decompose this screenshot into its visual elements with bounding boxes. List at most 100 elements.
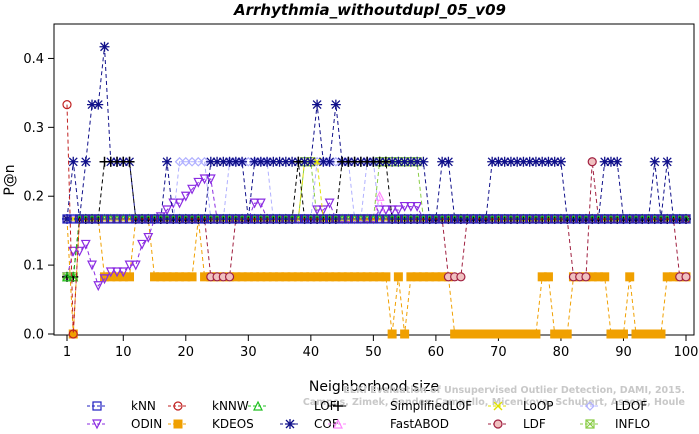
series-knn-marker xyxy=(412,214,422,224)
series-knn-marker xyxy=(331,214,341,224)
series-line-ldof xyxy=(67,161,686,220)
series-odin-marker xyxy=(74,246,85,257)
series-cof-marker xyxy=(418,156,429,167)
legend-fastabod-marker xyxy=(333,418,343,429)
series-cof-marker xyxy=(87,99,98,110)
series-odin-marker xyxy=(374,205,385,216)
series-cof-marker xyxy=(518,156,529,167)
legend-knn-marker xyxy=(92,401,102,411)
series-knn-marker xyxy=(637,214,647,224)
series-knn-marker xyxy=(643,214,654,224)
x-tick-label: 10 xyxy=(115,345,132,360)
series-odin-marker xyxy=(405,201,416,212)
legend-label-inflo: INFLO xyxy=(615,417,650,431)
series-kdeos-marker xyxy=(393,272,403,282)
x-tick-label: 30 xyxy=(240,345,257,360)
series-knn-marker xyxy=(68,214,78,224)
series-cof-marker xyxy=(255,156,266,167)
series-cof-marker xyxy=(280,156,291,167)
series-knn-marker xyxy=(193,214,203,224)
series-odin-marker xyxy=(137,239,148,250)
series-knn-marker xyxy=(93,214,103,224)
series-cof-marker xyxy=(443,156,454,167)
series-kdeos-marker xyxy=(531,329,541,339)
series-odin-marker xyxy=(324,198,335,209)
series-cof-marker xyxy=(262,156,273,167)
series-knn-marker xyxy=(356,214,366,224)
legend-item-inflo: INFLO xyxy=(580,417,650,431)
legend-item-knnw: kNNW xyxy=(168,399,249,413)
series-knn-marker xyxy=(293,214,303,224)
series-line-knnw xyxy=(66,104,686,335)
series-ldf-marker xyxy=(456,272,466,282)
chart-title: Arrhythmia_withoutdupl_05_v09 xyxy=(233,1,506,19)
series-knn-marker xyxy=(656,214,666,224)
legend-cof-marker xyxy=(285,419,295,429)
legend-label-cof: COF xyxy=(314,417,339,431)
series-knn-marker xyxy=(131,214,141,224)
series-knn-marker xyxy=(618,214,629,224)
series-knn-marker xyxy=(593,214,604,224)
series-knn-marker xyxy=(368,214,378,224)
legend-item-ldof: LDOF xyxy=(580,399,647,413)
series-knn-marker xyxy=(512,214,522,224)
series-knn-marker xyxy=(124,214,135,224)
series-kdeos-marker xyxy=(618,329,628,339)
series-knn-marker xyxy=(224,214,235,224)
series-knn-marker xyxy=(149,214,160,224)
series-knn-marker xyxy=(393,214,403,224)
series-odin-marker xyxy=(399,201,410,212)
series-kdeos-marker xyxy=(381,272,391,282)
series-kdeos-marker xyxy=(187,272,197,282)
legend-item-fastabod: FastABOD xyxy=(328,417,449,431)
series-kdeos-marker xyxy=(656,329,666,339)
series-line-fastabod xyxy=(67,194,686,220)
series-odin-marker xyxy=(174,198,185,209)
series-knn-marker xyxy=(506,214,516,224)
y-tick-label: 0.3 xyxy=(23,121,44,136)
series-kdeos-marker xyxy=(543,272,553,282)
series-cof-marker xyxy=(537,156,548,167)
series-knn-marker xyxy=(531,214,541,224)
series-odin-marker xyxy=(130,260,141,271)
series-cof-marker xyxy=(524,156,535,167)
series-knn-marker xyxy=(62,214,72,224)
series-cof-marker xyxy=(605,156,616,167)
series-knn-marker xyxy=(343,214,353,224)
series-knn-marker xyxy=(425,214,435,224)
series-knn-marker xyxy=(543,214,554,224)
series-knn-marker xyxy=(606,214,616,224)
series-knn-marker xyxy=(406,214,416,224)
legend-label-fastabod: FastABOD xyxy=(390,417,449,431)
series-knn-marker xyxy=(306,214,316,224)
series-knn-marker xyxy=(281,214,291,224)
series-knn-marker xyxy=(231,214,241,224)
series-cof-marker xyxy=(249,156,260,167)
x-tick-label: 60 xyxy=(428,345,445,360)
series-knn-marker xyxy=(112,214,122,224)
series-cof-marker xyxy=(405,156,416,167)
plot-frame xyxy=(53,23,695,336)
y-tick-label: 0.4 xyxy=(23,52,44,67)
series-cof-marker xyxy=(387,156,398,167)
series-odin-marker xyxy=(255,198,266,209)
series-cof-marker xyxy=(505,156,516,167)
series-cof-marker xyxy=(312,99,323,110)
series-cof xyxy=(62,41,691,224)
x-tick-label: 70 xyxy=(490,345,507,360)
legend-item-simplifiedlof: SimplifiedLOF xyxy=(328,399,472,413)
series-knn-marker xyxy=(199,214,210,224)
legend-label-ldf: LDF xyxy=(523,417,546,431)
series-knn-marker xyxy=(668,214,679,224)
x-tick-label: 20 xyxy=(178,345,195,360)
series-knn-marker xyxy=(375,214,385,224)
series-knn-marker xyxy=(249,214,260,224)
series-knn-marker xyxy=(443,214,454,224)
series-odin-marker xyxy=(80,239,91,250)
series-kdeos-marker xyxy=(562,329,572,339)
series-knn-marker xyxy=(487,214,497,224)
x-tick-label: 90 xyxy=(615,345,632,360)
series-ldof-marker xyxy=(180,156,191,167)
series-odin-marker xyxy=(87,260,97,271)
